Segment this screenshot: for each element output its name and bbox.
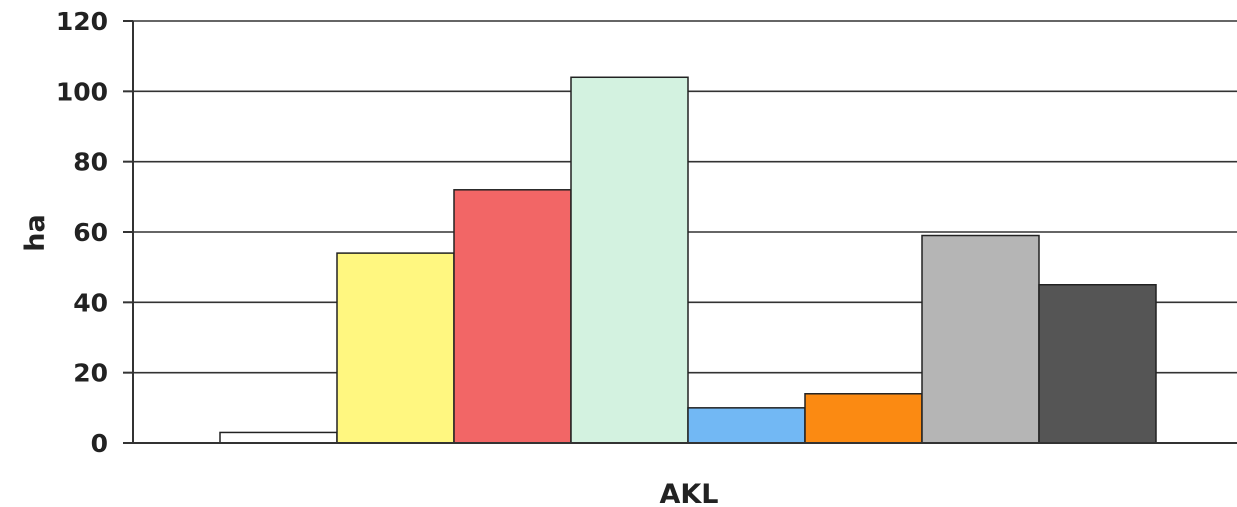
bars: [219, 76, 1157, 444]
y-tick-label-80: 80: [73, 148, 108, 177]
y-tick-label-60: 60: [73, 218, 108, 247]
y-axis-title: ha: [20, 214, 51, 251]
y-tick-label-120: 120: [56, 7, 108, 36]
bar-6: [804, 393, 923, 444]
bar-8: [1038, 284, 1157, 444]
y-tick-label-20: 20: [73, 359, 108, 388]
bar-2: [336, 252, 455, 444]
bar-3: [453, 189, 572, 444]
y-tick-label-40: 40: [73, 288, 108, 317]
y-tick-label-0: 0: [91, 429, 108, 458]
x-axis-title: AKL: [659, 479, 718, 507]
bar-7: [921, 234, 1040, 444]
y-tick-labels: 0 20 40 60 80 100 120: [56, 7, 133, 458]
bar-5: [687, 407, 806, 444]
y-tick-label-100: 100: [56, 77, 108, 106]
bar-1: [219, 431, 338, 444]
bar-4: [570, 76, 689, 444]
